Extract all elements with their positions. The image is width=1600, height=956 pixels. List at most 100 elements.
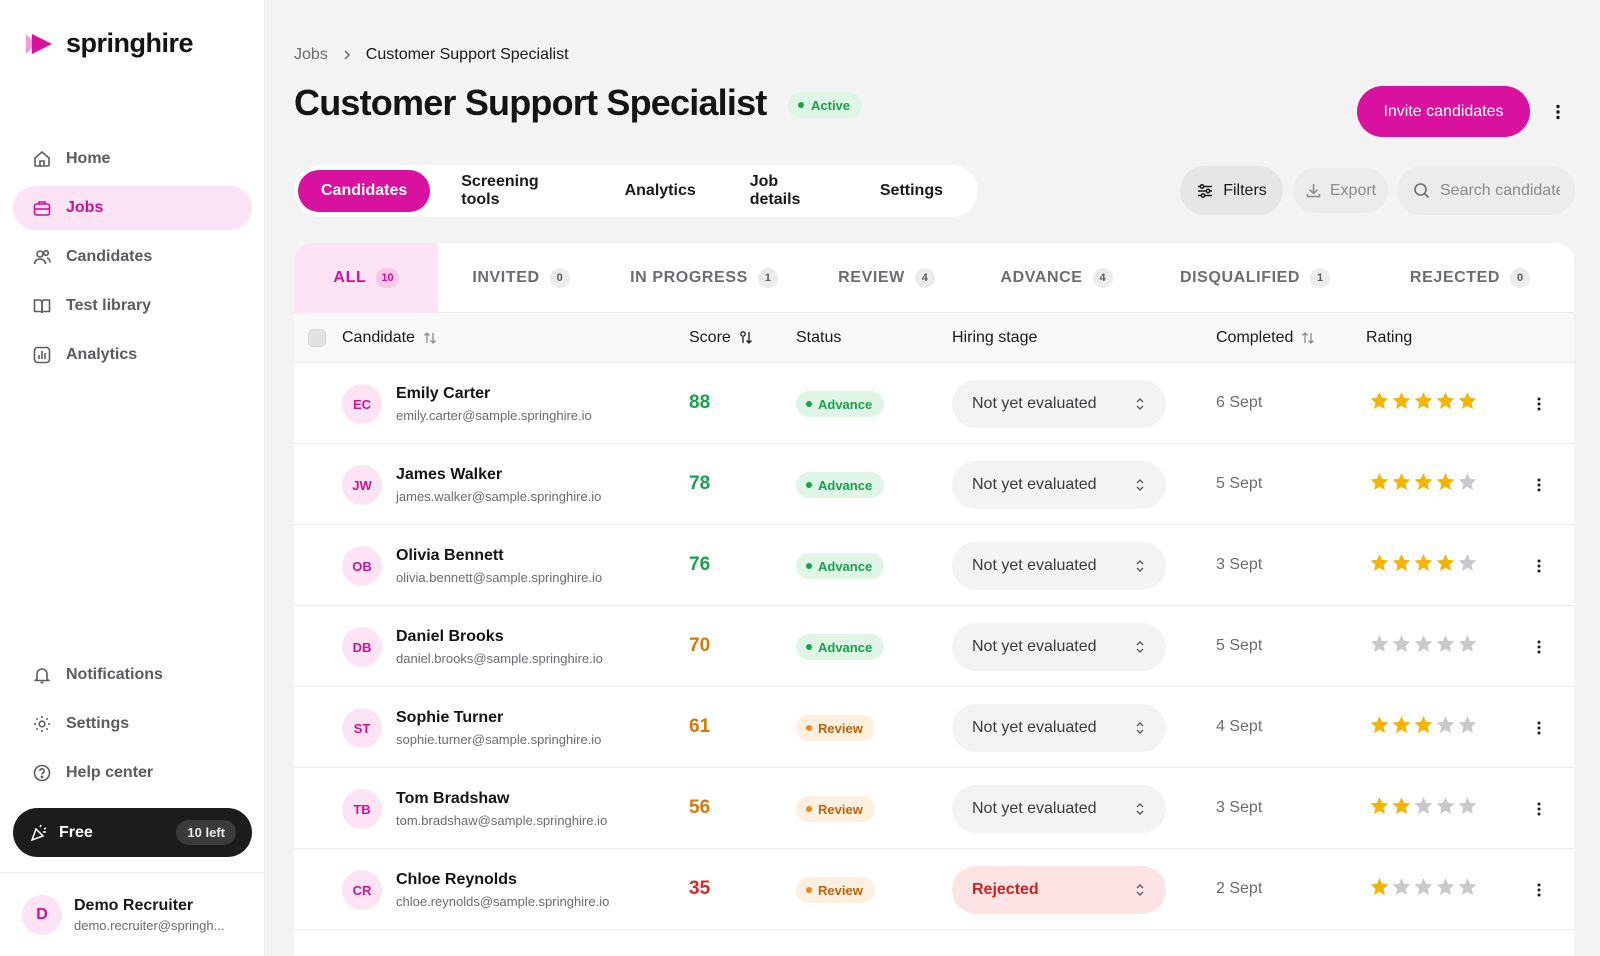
star-icon[interactable] (1413, 391, 1434, 411)
breadcrumb-jobs-link[interactable]: Jobs (294, 46, 328, 63)
star-icon[interactable] (1391, 553, 1412, 573)
column-candidate[interactable]: Candidate (342, 329, 437, 347)
star-icon[interactable] (1369, 553, 1390, 573)
subtab-invited[interactable]: INVITED 0 (438, 243, 604, 313)
star-icon[interactable] (1435, 553, 1456, 573)
row-more-options-icon[interactable] (1529, 879, 1549, 901)
hiring-stage-select[interactable]: Not yet evaluated (952, 461, 1166, 509)
rating-stars[interactable] (1369, 715, 1478, 735)
subtab-all[interactable]: ALL 10 (294, 243, 438, 313)
table-row[interactable]: OB Olivia Bennett olivia.bennett@sample.… (294, 525, 1574, 606)
star-icon[interactable] (1391, 796, 1412, 816)
rating-stars[interactable] (1369, 877, 1478, 897)
candidate-name[interactable]: Sophie Turner (396, 709, 504, 726)
sidebar-item-jobs[interactable]: Jobs (13, 186, 252, 230)
subtab-rejected[interactable]: REJECTED 0 (1366, 243, 1574, 313)
star-icon[interactable] (1435, 634, 1456, 654)
star-icon[interactable] (1413, 634, 1434, 654)
candidate-name[interactable]: Chloe Reynolds (396, 871, 517, 888)
star-icon[interactable] (1457, 553, 1478, 573)
search-input[interactable] (1440, 181, 1560, 200)
star-icon[interactable] (1413, 796, 1434, 816)
row-more-options-icon[interactable] (1529, 474, 1549, 496)
row-more-options-icon[interactable] (1529, 636, 1549, 658)
star-icon[interactable] (1369, 472, 1390, 492)
sidebar-item-home[interactable]: Home (13, 137, 252, 181)
table-row[interactable]: CR Chloe Reynolds chloe.reynolds@sample.… (294, 849, 1574, 930)
star-icon[interactable] (1369, 796, 1390, 816)
star-icon[interactable] (1391, 634, 1412, 654)
star-icon[interactable] (1413, 877, 1434, 897)
candidate-name[interactable]: Tom Bradshaw (396, 790, 510, 807)
column-score[interactable]: Score (689, 329, 754, 347)
star-icon[interactable] (1369, 715, 1390, 735)
more-options-icon[interactable] (1548, 100, 1568, 124)
rating-stars[interactable] (1369, 634, 1478, 654)
rating-stars[interactable] (1369, 391, 1478, 411)
star-icon[interactable] (1457, 796, 1478, 816)
table-row[interactable]: TB Tom Bradshaw tom.bradshaw@sample.spri… (294, 768, 1574, 849)
logo[interactable]: springhire (24, 28, 194, 59)
plan-badge[interactable]: Free 10 left (13, 808, 252, 857)
tab-job-details[interactable]: Job details (749, 173, 801, 208)
export-button[interactable]: Export (1293, 168, 1388, 213)
candidate-name[interactable]: Daniel Brooks (396, 628, 504, 645)
hiring-stage-select[interactable]: Not yet evaluated (952, 623, 1166, 671)
tab-screening-tools[interactable]: Screening tools (461, 173, 539, 208)
star-icon[interactable] (1391, 877, 1412, 897)
star-icon[interactable] (1391, 472, 1412, 492)
table-row[interactable]: DB Daniel Brooks daniel.brooks@sample.sp… (294, 606, 1574, 687)
star-icon[interactable] (1457, 634, 1478, 654)
candidate-name[interactable]: Olivia Bennett (396, 547, 504, 564)
row-more-options-icon[interactable] (1529, 393, 1549, 415)
star-icon[interactable] (1391, 715, 1412, 735)
sidebar-item-notifications[interactable]: Notifications (13, 653, 252, 697)
rating-stars[interactable] (1369, 796, 1478, 816)
star-icon[interactable] (1369, 877, 1390, 897)
star-icon[interactable] (1457, 391, 1478, 411)
subtab-disqualified[interactable]: DISQUALIFIED 1 (1144, 243, 1366, 313)
tab-candidates[interactable]: Candidates (298, 170, 431, 212)
candidate-name[interactable]: James Walker (396, 466, 503, 483)
subtab-advance[interactable]: ADVANCE 4 (969, 243, 1144, 313)
star-icon[interactable] (1413, 472, 1434, 492)
subtab-review[interactable]: REVIEW 4 (804, 243, 969, 313)
filters-button[interactable]: Filters (1180, 166, 1283, 215)
star-icon[interactable] (1457, 715, 1478, 735)
rating-stars[interactable] (1369, 553, 1478, 573)
table-row[interactable]: ST Sophie Turner sophie.turner@sample.sp… (294, 687, 1574, 768)
star-icon[interactable] (1413, 553, 1434, 573)
tab-analytics[interactable]: Analytics (624, 182, 696, 199)
sidebar-item-test-library[interactable]: Test library (13, 284, 252, 328)
rating-stars[interactable] (1369, 472, 1478, 492)
table-row[interactable]: JW James Walker james.walker@sample.spri… (294, 444, 1574, 525)
hiring-stage-select[interactable]: Not yet evaluated (952, 785, 1166, 833)
star-icon[interactable] (1435, 391, 1456, 411)
sidebar-item-help-center[interactable]: Help center (13, 751, 252, 795)
sidebar-item-analytics[interactable]: Analytics (13, 333, 252, 377)
star-icon[interactable] (1435, 472, 1456, 492)
column-completed[interactable]: Completed (1216, 329, 1315, 347)
star-icon[interactable] (1435, 796, 1456, 816)
candidate-name[interactable]: Emily Carter (396, 385, 491, 402)
hiring-stage-select[interactable]: Rejected (952, 866, 1166, 914)
hiring-stage-select[interactable]: Not yet evaluated (952, 542, 1166, 590)
hiring-stage-select[interactable]: Not yet evaluated (952, 704, 1166, 752)
table-row[interactable]: EC Emily Carter emily.carter@sample.spri… (294, 363, 1574, 444)
star-icon[interactable] (1435, 715, 1456, 735)
select-all-checkbox[interactable] (308, 328, 326, 347)
row-more-options-icon[interactable] (1529, 555, 1549, 577)
invite-candidates-button[interactable]: Invite candidates (1357, 86, 1530, 137)
hiring-stage-select[interactable]: Not yet evaluated (952, 380, 1166, 428)
star-icon[interactable] (1369, 634, 1390, 654)
star-icon[interactable] (1391, 391, 1412, 411)
subtab-in-progress[interactable]: IN PROGRESS 1 (604, 243, 804, 313)
star-icon[interactable] (1369, 391, 1390, 411)
star-icon[interactable] (1413, 715, 1434, 735)
star-icon[interactable] (1457, 472, 1478, 492)
row-more-options-icon[interactable] (1529, 717, 1549, 739)
row-more-options-icon[interactable] (1529, 798, 1549, 820)
star-icon[interactable] (1435, 877, 1456, 897)
sidebar-item-settings[interactable]: Settings (13, 702, 252, 746)
user-profile[interactable]: D Demo Recruiter demo.recruiter@springh.… (0, 872, 265, 956)
